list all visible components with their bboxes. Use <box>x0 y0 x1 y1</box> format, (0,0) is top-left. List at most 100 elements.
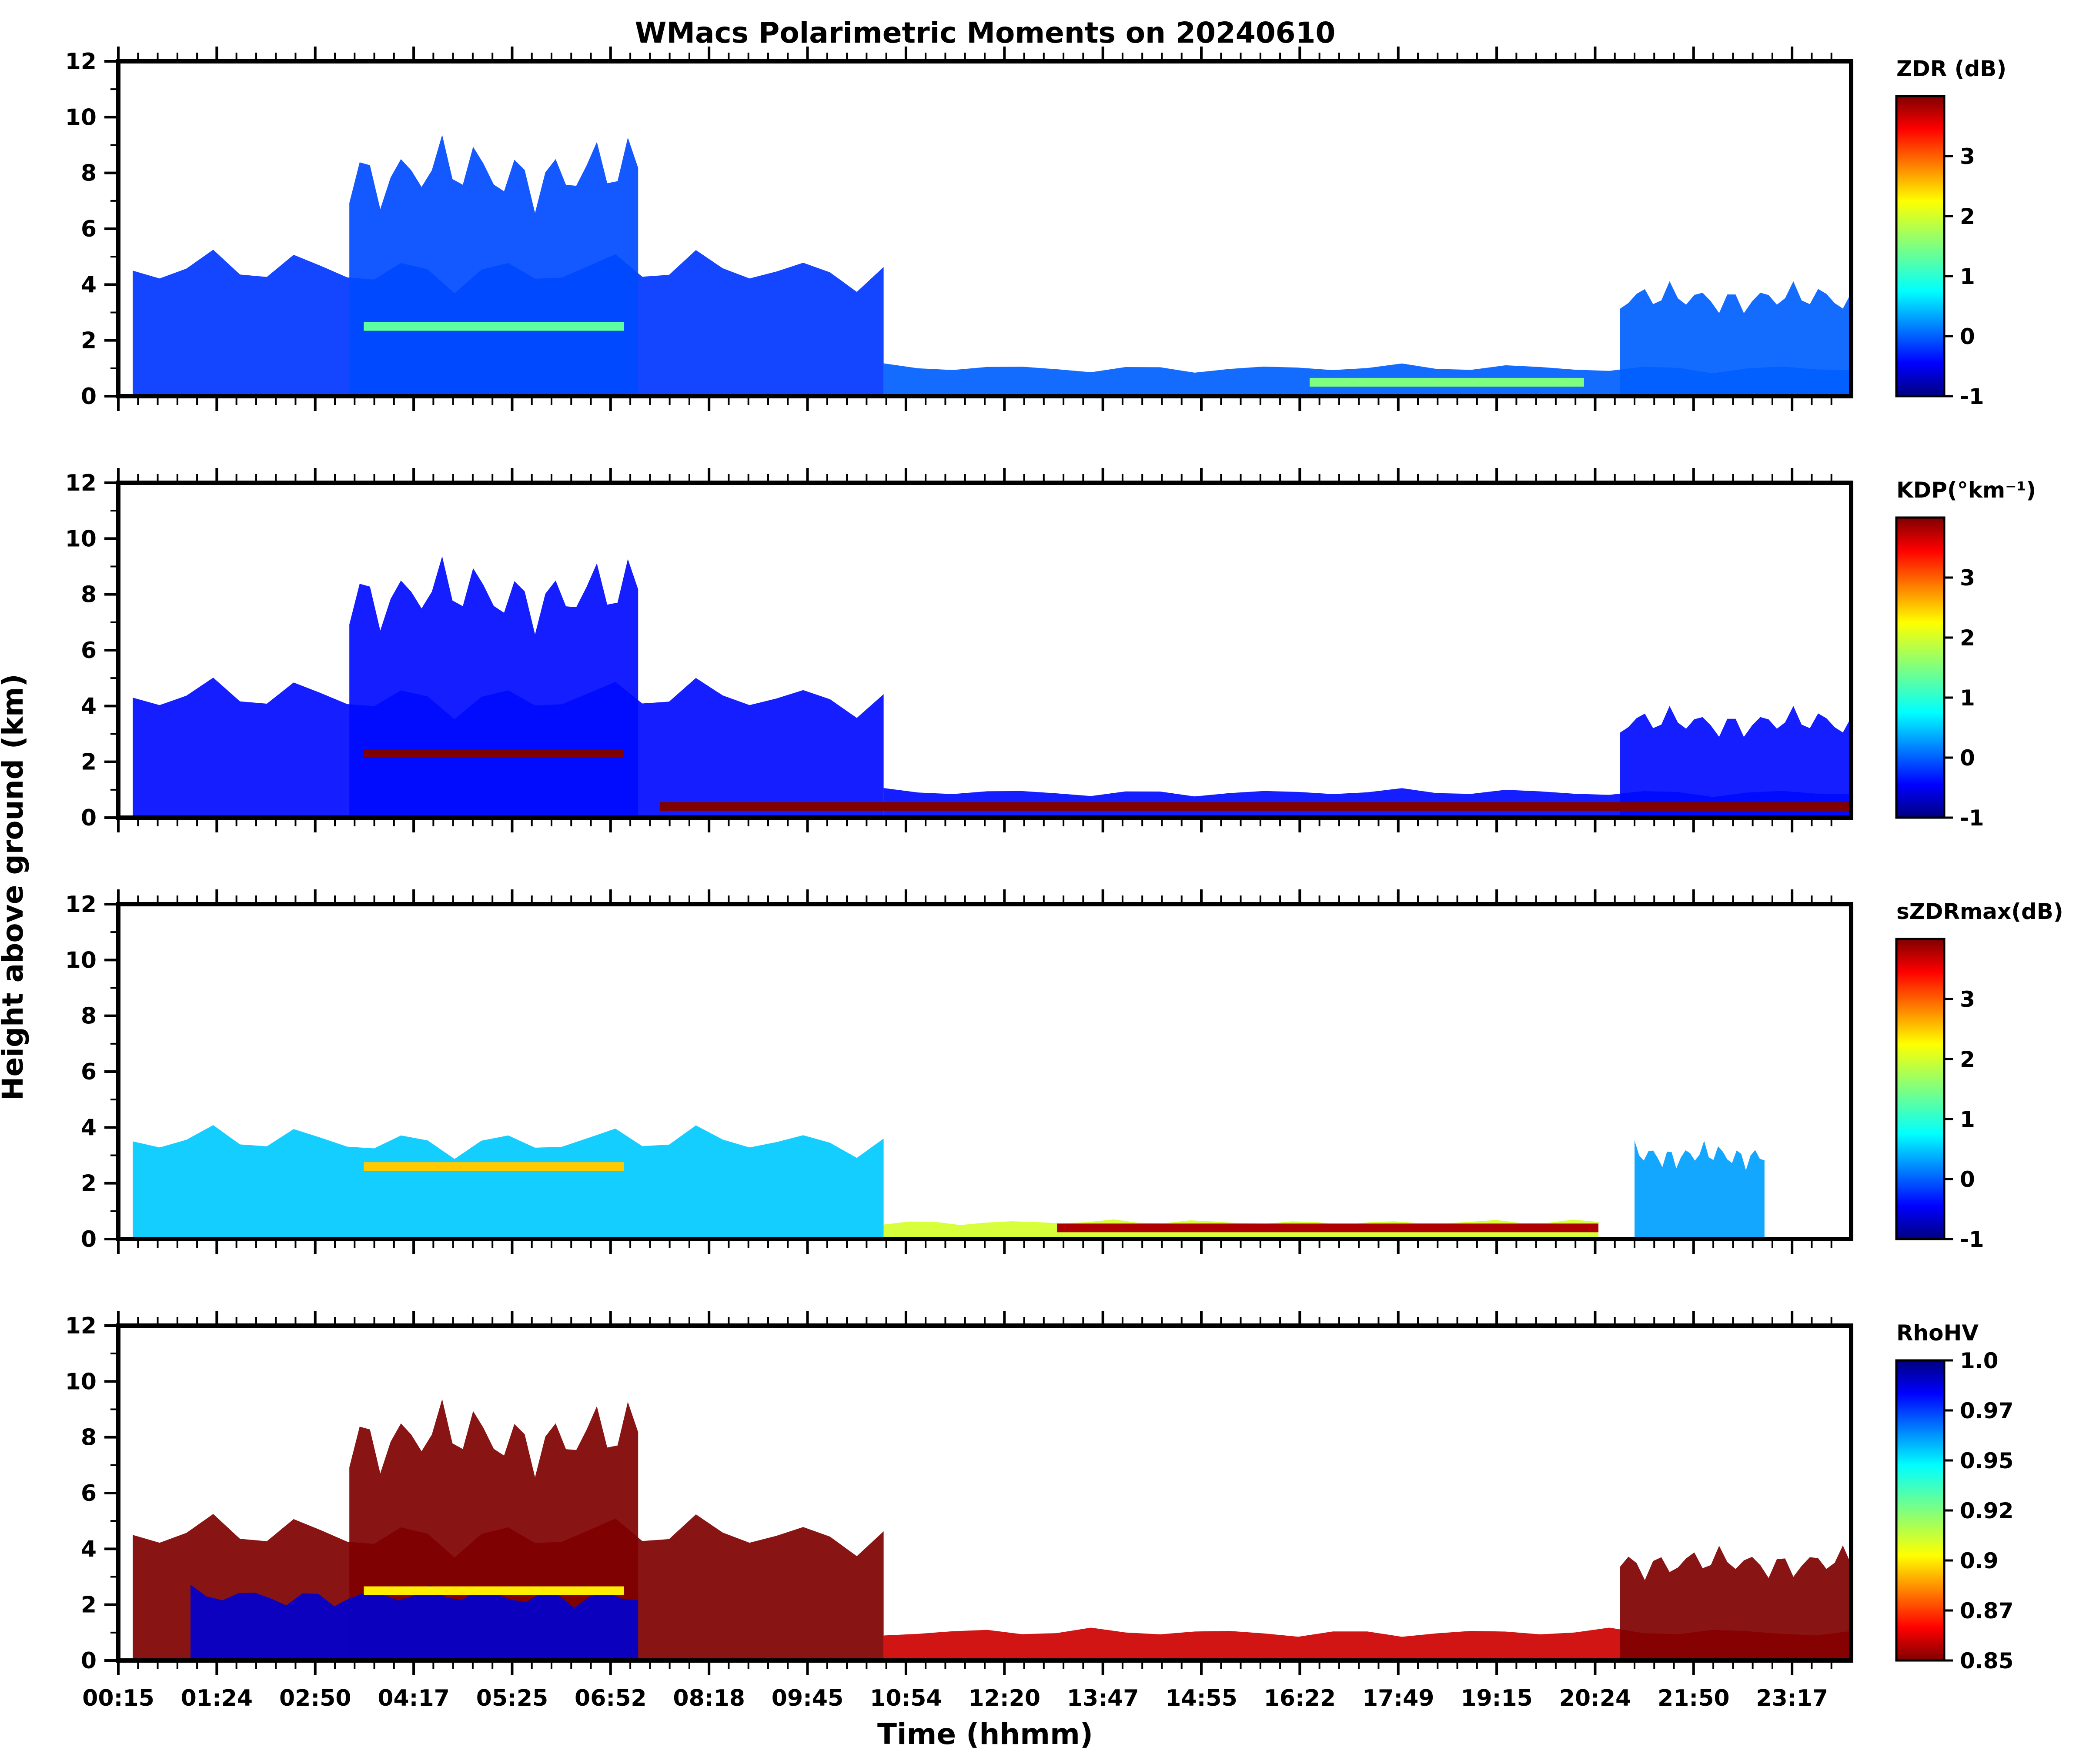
colorbar-tick-label: 0 <box>1960 324 1975 349</box>
x-tick-label: 09:45 <box>772 1685 844 1711</box>
colorbar-tick-label: 0.95 <box>1960 1448 2013 1473</box>
x-tick-label: 23:17 <box>1756 1685 1828 1711</box>
y-tick-label: 2 <box>81 749 97 775</box>
y-tick-label: 0 <box>81 384 97 410</box>
feature-band <box>364 749 624 758</box>
y-tick-label: 2 <box>81 1592 97 1618</box>
y-tick-label: 8 <box>81 582 97 608</box>
colorbar-tick-label: -1 <box>1960 1227 1984 1252</box>
x-tick-label: 13:47 <box>1067 1685 1139 1711</box>
colorbar-label: KDP(°km⁻¹) <box>1896 478 2036 503</box>
colorbar-tick-label: 1 <box>1960 264 1975 289</box>
y-tick-label: 10 <box>65 947 97 973</box>
colorbar-tick-label: 0 <box>1960 1167 1975 1192</box>
colorbar-tick-label: 2 <box>1960 204 1975 229</box>
y-tick-label: 6 <box>81 638 97 664</box>
x-tick-label: 01:24 <box>181 1685 253 1711</box>
y-tick-label: 8 <box>81 160 97 187</box>
y-tick-label: 10 <box>65 104 97 130</box>
y-tick-label: 6 <box>81 216 97 242</box>
y-tick-label: 0 <box>81 1648 97 1674</box>
x-tick-label: 19:15 <box>1461 1685 1533 1711</box>
x-tick-label: 20:24 <box>1559 1685 1631 1711</box>
echo-region <box>133 1125 884 1239</box>
colorbar-tick-label: 0.92 <box>1960 1498 2013 1523</box>
echo-region <box>883 1627 1851 1660</box>
colorbar-tick-label: -1 <box>1960 805 1984 831</box>
y-tick-label: 10 <box>65 526 97 552</box>
y-tick-label: 4 <box>81 1115 97 1141</box>
y-tick-label: 6 <box>81 1059 97 1085</box>
y-axis-label: Height above ground (km) <box>0 674 30 1101</box>
y-tick-label: 12 <box>65 49 97 75</box>
y-tick-label: 2 <box>81 328 97 354</box>
colorbar-label: sZDRmax(dB) <box>1896 899 2063 924</box>
colorbar-tick-label: 0.9 <box>1960 1548 1999 1574</box>
panel-rhohv: 0 2 4 6 8 10 12 00:15 01:24 02:50 04:17 05:25 06:52 0… <box>65 1311 2013 1711</box>
colorbar-tick-label: 0 <box>1960 745 1975 771</box>
echo-region <box>1620 281 1851 396</box>
x-tick-label: 05:25 <box>476 1685 548 1711</box>
colorbar <box>1895 516 1946 819</box>
colorbar <box>1895 95 1946 398</box>
x-tick-label: 10:54 <box>870 1685 942 1711</box>
echo-region <box>1620 1545 1851 1660</box>
x-tick-label: 02:50 <box>279 1685 351 1711</box>
echo-region <box>349 135 639 396</box>
x-tick-label: 06:52 <box>575 1685 647 1711</box>
y-tick-label: 12 <box>65 892 97 918</box>
x-tick-label: 17:49 <box>1362 1685 1434 1711</box>
feature-band <box>1057 1223 1598 1233</box>
colorbar-tick-label: 3 <box>1960 987 1975 1012</box>
y-tick-label: 0 <box>81 805 97 831</box>
x-tick-label: 00:15 <box>82 1685 154 1711</box>
colorbar-tick-label: 3 <box>1960 144 1975 169</box>
colorbar-tick-label: 0.97 <box>1960 1398 2013 1423</box>
y-tick-label: 4 <box>81 1536 97 1562</box>
y-tick-label: 12 <box>65 470 97 496</box>
x-tick-label: 12:20 <box>969 1685 1041 1711</box>
y-tick-label: 6 <box>81 1480 97 1507</box>
feature-band <box>660 802 1851 811</box>
feature-band <box>364 1162 624 1171</box>
colorbar-tick-label: 0.85 <box>1960 1648 2013 1674</box>
colorbar <box>1895 938 1946 1240</box>
x-axis-label: Time (hhmm) <box>877 1717 1093 1751</box>
x-tick-label: 04:17 <box>378 1685 450 1711</box>
colorbar-label: ZDR (dB) <box>1896 56 2006 81</box>
y-tick-label: 4 <box>81 693 97 719</box>
y-tick-label: 2 <box>81 1171 97 1197</box>
echo-region <box>1620 706 1851 818</box>
colorbar-label: RhoHV <box>1896 1320 1979 1346</box>
y-tick-label: 8 <box>81 1425 97 1451</box>
x-tick-label: 21:50 <box>1658 1685 1730 1711</box>
colorbar-tick-label: 2 <box>1960 1047 1975 1072</box>
y-tick-label: 12 <box>65 1313 97 1339</box>
colorbar <box>1895 1359 1946 1662</box>
y-tick-label: 4 <box>81 272 97 298</box>
colorbar-tick-label: 2 <box>1960 625 1975 651</box>
x-tick-label: 16:22 <box>1264 1685 1336 1711</box>
colorbar-tick-label: 1 <box>1960 1107 1975 1132</box>
y-tick-label: 10 <box>65 1369 97 1395</box>
echo-region <box>1635 1140 1765 1239</box>
x-tick-label: 08:18 <box>673 1685 745 1711</box>
colorbar-tick-label: 0.87 <box>1960 1598 2013 1624</box>
y-tick-label: 0 <box>81 1226 97 1253</box>
feature-band <box>364 1586 624 1595</box>
colorbar-tick-label: -1 <box>1960 384 1984 409</box>
chart-title: WMacs Polarimetric Moments on 20240610 <box>635 16 1336 50</box>
y-tick-label: 8 <box>81 1003 97 1029</box>
colorbar-tick-label: 1 <box>1960 685 1975 711</box>
x-tick-label: 14:55 <box>1165 1685 1237 1711</box>
colorbar-tick-label: 1.0 <box>1960 1348 1999 1373</box>
echo-region <box>191 1585 639 1660</box>
feature-band <box>364 322 624 331</box>
feature-band <box>1310 378 1584 387</box>
colorbar-tick-label: 3 <box>1960 565 1975 591</box>
